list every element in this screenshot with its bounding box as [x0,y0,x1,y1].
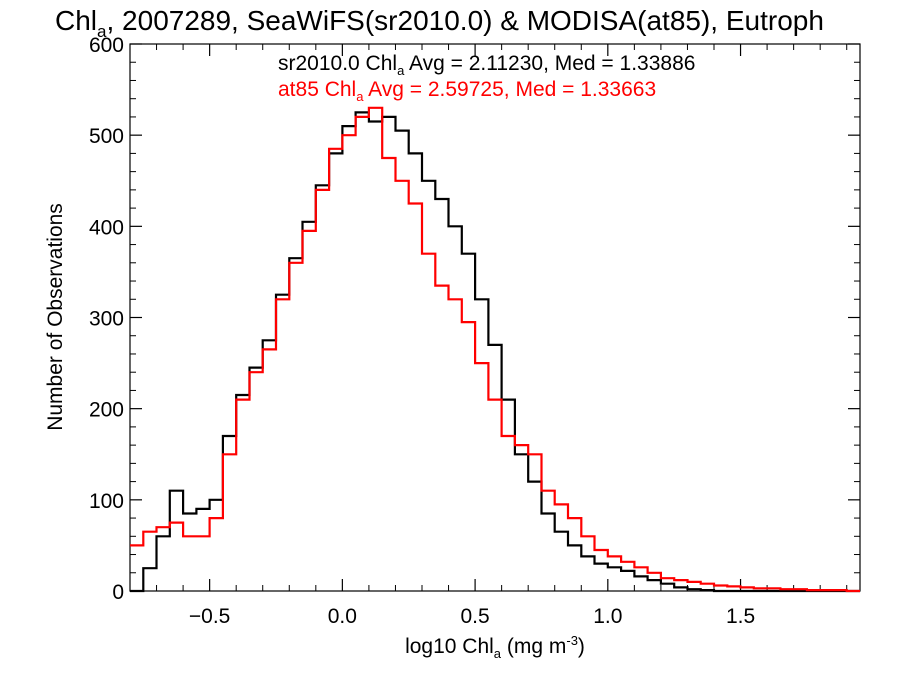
x-tick-label: 1.0 [593,605,622,628]
y-tick-label: 400 [89,216,124,239]
x-axis-label: log10 Chla (mg m-3) [405,633,585,661]
y-tick-label: 0 [112,581,124,604]
legend-series-1: at85 Chla Avg = 2.59725, Med = 1.33663 [278,78,656,104]
title-subscript: a [97,22,107,41]
x-tick-label: 0.5 [460,605,489,628]
y-axis-label: Number of Observations [44,203,67,431]
x-tick-label: 1.5 [726,605,755,628]
y-tick-label: 200 [89,399,124,422]
y-tick-label: 300 [89,308,124,331]
x-tick-label: 0.0 [328,605,357,628]
series-line-at85 [130,106,860,593]
legend-series-0: sr2010.0 Chla Avg = 2.11230, Med = 1.338… [278,52,695,78]
axes: −0.5 0.0 0.5 1.0 1.5 0 100 200 300 400 500 600 [89,34,861,628]
title-main: Chl [55,5,97,36]
series-layer [130,106,860,593]
y-tick-label: 500 [89,125,124,148]
chart-title: Chla, 2007289, SeaWiFS(sr2010.0) & MODIS… [55,5,824,41]
x-tick-label: −0.5 [189,605,230,628]
y-tick-label: 600 [89,34,124,57]
y-tick-label: 100 [89,490,124,513]
title-rest: , 2007289, SeaWiFS(sr2010.0) & MODISA(at… [106,5,823,36]
series-line-sr2010.0 [130,111,860,593]
